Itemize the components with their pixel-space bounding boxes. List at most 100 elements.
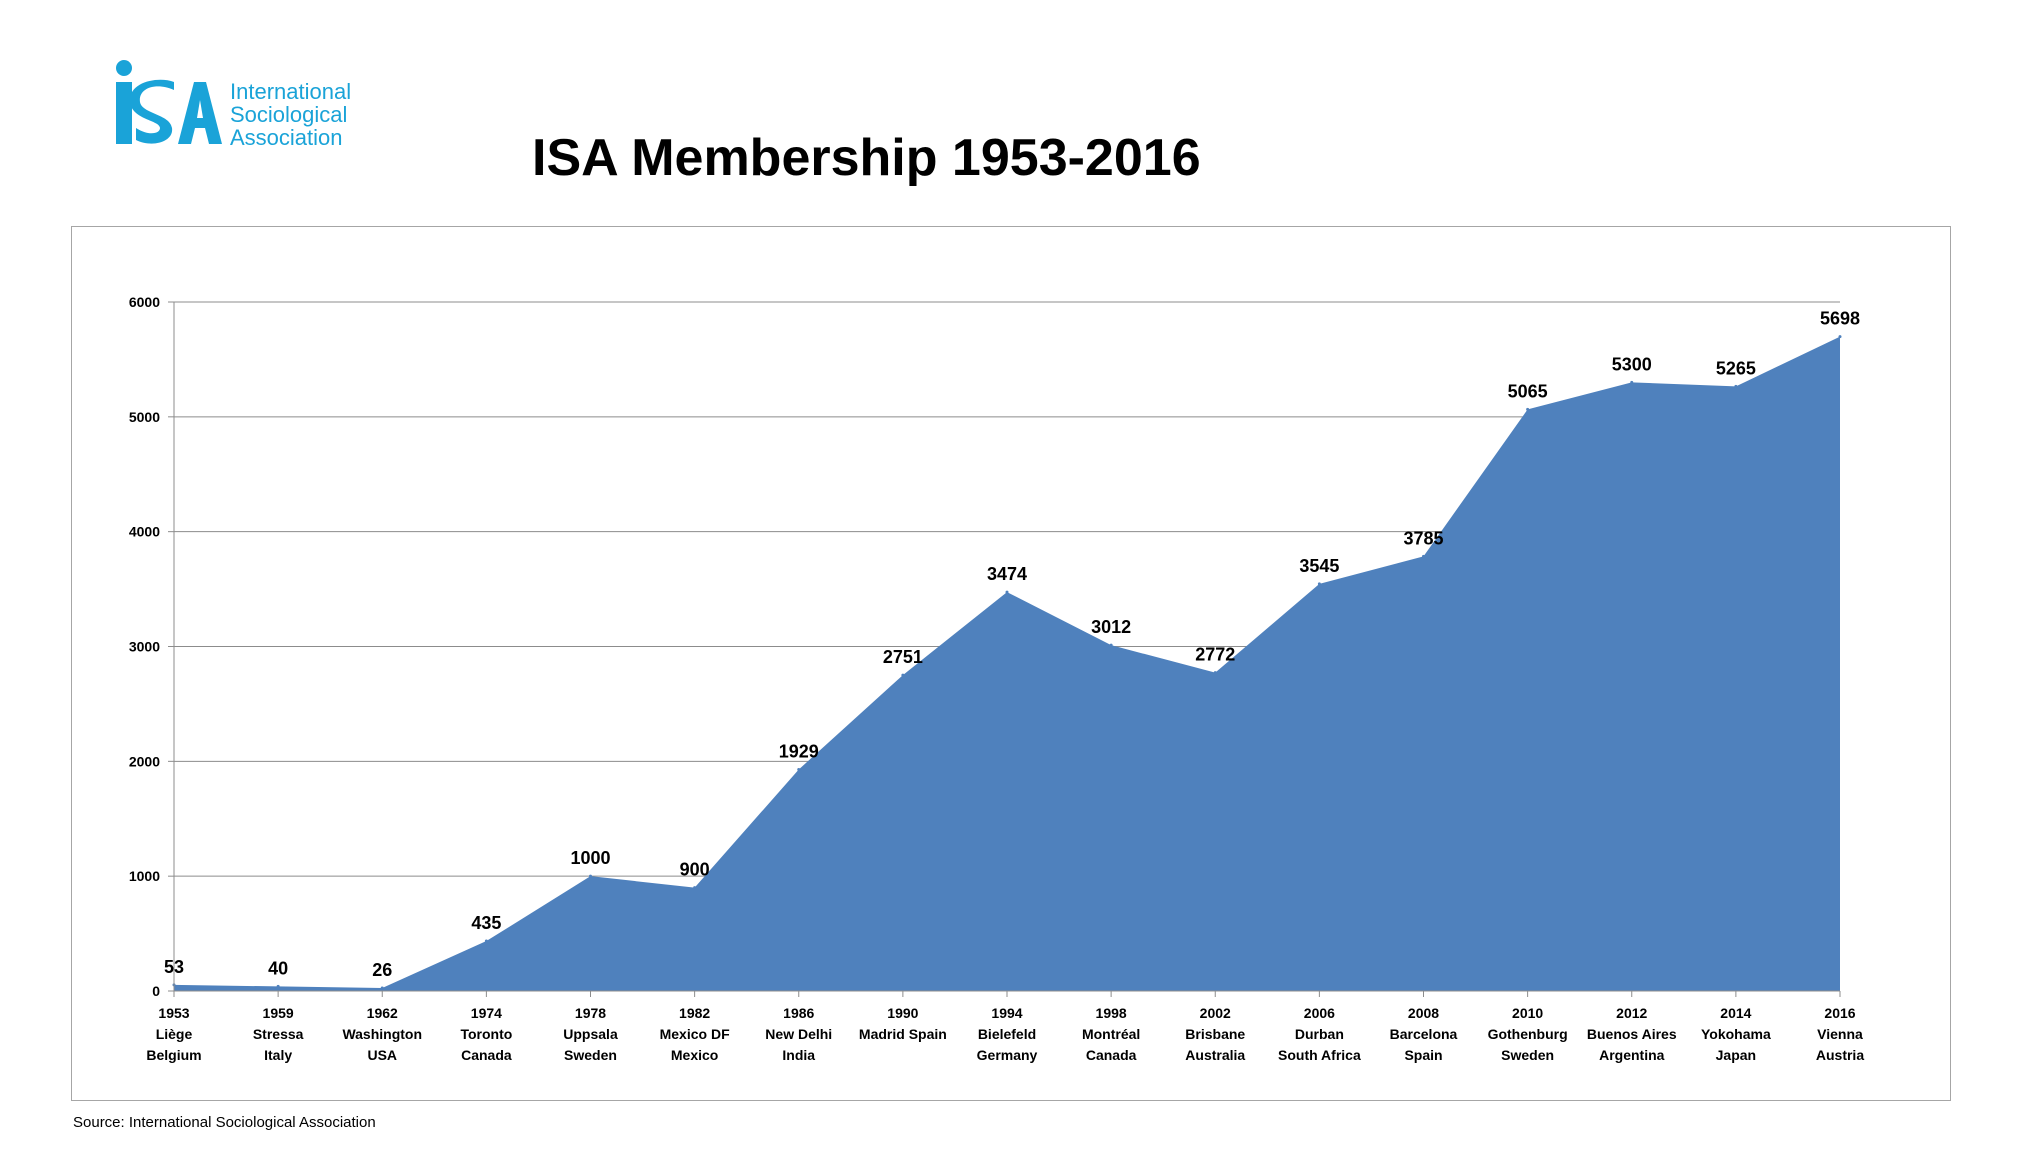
x-tick-label: Vienna — [1817, 1026, 1863, 1042]
x-tick-label: Gothenburg — [1488, 1026, 1568, 1042]
x-tick-label: India — [782, 1047, 815, 1063]
logo-line-3: Association — [230, 125, 343, 150]
isa-logo-mark — [116, 60, 222, 144]
x-tick-label: Mexico — [671, 1047, 718, 1063]
x-tick-label: Yokohama — [1701, 1026, 1771, 1042]
data-label: 5300 — [1612, 354, 1652, 374]
isa-logo: International Sociological Association — [112, 58, 392, 158]
x-tick-label: Bielefeld — [978, 1026, 1036, 1042]
x-tick-label: Montréal — [1082, 1026, 1140, 1042]
data-point — [1213, 671, 1217, 675]
x-tick-label: 1990 — [887, 1005, 918, 1021]
data-label: 1929 — [779, 741, 819, 761]
y-tick-label: 1000 — [129, 868, 160, 884]
isa-logo-text: International Sociological Association — [230, 80, 351, 149]
area-series — [172, 335, 1842, 991]
x-tick-label: Canada — [461, 1047, 512, 1063]
x-tick-label: South Africa — [1278, 1047, 1361, 1063]
x-tick-label: 1962 — [367, 1005, 398, 1021]
x-tick-label: Argentina — [1599, 1047, 1665, 1063]
x-tick-label: Canada — [1086, 1047, 1137, 1063]
data-point — [693, 886, 697, 890]
x-tick-label: Washington — [342, 1026, 422, 1042]
data-point — [1838, 335, 1842, 339]
data-label: 53 — [164, 957, 184, 977]
data-point — [1422, 554, 1425, 558]
y-tick-label: 0 — [152, 983, 160, 999]
x-tick-label: 1974 — [471, 1005, 502, 1021]
data-point — [1734, 384, 1738, 388]
chart-title: ISA Membership 1953-2016 — [532, 129, 1201, 187]
y-tick-label: 4000 — [129, 524, 160, 540]
data-point — [1526, 407, 1530, 411]
y-tick-labels: 0 1000 2000 3000 4000 5000 6000 — [129, 294, 160, 999]
x-tick-label: Buenos Aires — [1587, 1026, 1677, 1042]
data-label: 5065 — [1508, 381, 1548, 401]
x-tick-label: 1994 — [991, 1005, 1022, 1021]
x-tick-label: 2014 — [1720, 1005, 1751, 1021]
x-tick-label: 1998 — [1096, 1005, 1127, 1021]
x-tick-label: Sweden — [564, 1047, 617, 1063]
x-tick-label: Australia — [1185, 1047, 1245, 1063]
data-point — [1317, 582, 1321, 586]
x-tick-label: 1986 — [783, 1005, 814, 1021]
x-tick-label: Brisbane — [1185, 1026, 1245, 1042]
data-label: 40 — [268, 958, 288, 978]
x-tick-label: 1959 — [263, 1005, 294, 1021]
x-tick-label: Germany — [977, 1047, 1038, 1063]
data-point — [901, 673, 905, 677]
chart-frame — [71, 226, 1951, 1101]
x-tick-label: USA — [367, 1047, 397, 1063]
x-tick-label: 2002 — [1200, 1005, 1231, 1021]
x-tick-label: 2008 — [1408, 1005, 1439, 1021]
data-label: 3474 — [987, 564, 1027, 584]
logo-line-1: International — [230, 79, 352, 104]
x-tick-label: Sweden — [1501, 1047, 1554, 1063]
data-label: 26 — [372, 960, 392, 980]
x-tick-label: Mexico DF — [660, 1026, 730, 1042]
data-label: 5265 — [1716, 358, 1756, 378]
y-tick-label: 3000 — [129, 639, 160, 655]
data-point — [589, 874, 592, 878]
y-tick-label: 5000 — [129, 409, 160, 425]
data-label: 2772 — [1195, 645, 1235, 665]
data-label: 1000 — [570, 848, 610, 868]
logo-line-2: Sociological — [230, 102, 348, 127]
x-tick-label: Spain — [1404, 1047, 1442, 1063]
x-tick-label: Belgium — [146, 1047, 201, 1063]
source-note: Source: International Sociological Assoc… — [73, 1114, 376, 1131]
axes — [168, 301, 1841, 997]
membership-area — [174, 336, 1840, 991]
x-tick-label: Italy — [264, 1047, 292, 1063]
x-tick-label: Durban — [1295, 1026, 1344, 1042]
x-tick-label: 1953 — [158, 1005, 189, 1021]
data-point — [1109, 643, 1113, 647]
y-tick-label: 2000 — [129, 753, 160, 769]
data-label: 900 — [680, 860, 710, 880]
x-tick-labels: 1953 Liège Belgium 1959 Stressa Italy 1962 Wash… — [146, 1005, 1864, 1063]
x-tick-label: 2012 — [1616, 1005, 1647, 1021]
x-tick-label: Uppsala — [563, 1026, 618, 1042]
x-tick-label: Japan — [1716, 1047, 1756, 1063]
data-point — [276, 984, 280, 988]
x-tick-label: 2006 — [1304, 1005, 1335, 1021]
data-label: 3545 — [1299, 556, 1339, 576]
x-tick-label: Stressa — [253, 1026, 304, 1042]
x-tick-label: 1978 — [575, 1005, 606, 1021]
x-tick-label: Toronto — [460, 1026, 512, 1042]
data-label: 3785 — [1403, 528, 1443, 548]
x-tick-label: 2010 — [1512, 1005, 1543, 1021]
x-tick-label: Barcelona — [1390, 1026, 1458, 1042]
data-point — [484, 939, 488, 943]
y-tick-label: 6000 — [129, 294, 160, 310]
x-tick-label: 2016 — [1824, 1005, 1855, 1021]
data-point — [1005, 590, 1009, 594]
data-label: 3012 — [1091, 617, 1131, 637]
x-tick-label: Austria — [1816, 1047, 1864, 1063]
data-point — [797, 767, 801, 771]
x-tick-label: Madrid Spain — [859, 1026, 947, 1042]
data-label: 435 — [471, 913, 501, 933]
data-label: 2751 — [883, 647, 923, 667]
x-tick-label: Liège — [156, 1026, 193, 1042]
